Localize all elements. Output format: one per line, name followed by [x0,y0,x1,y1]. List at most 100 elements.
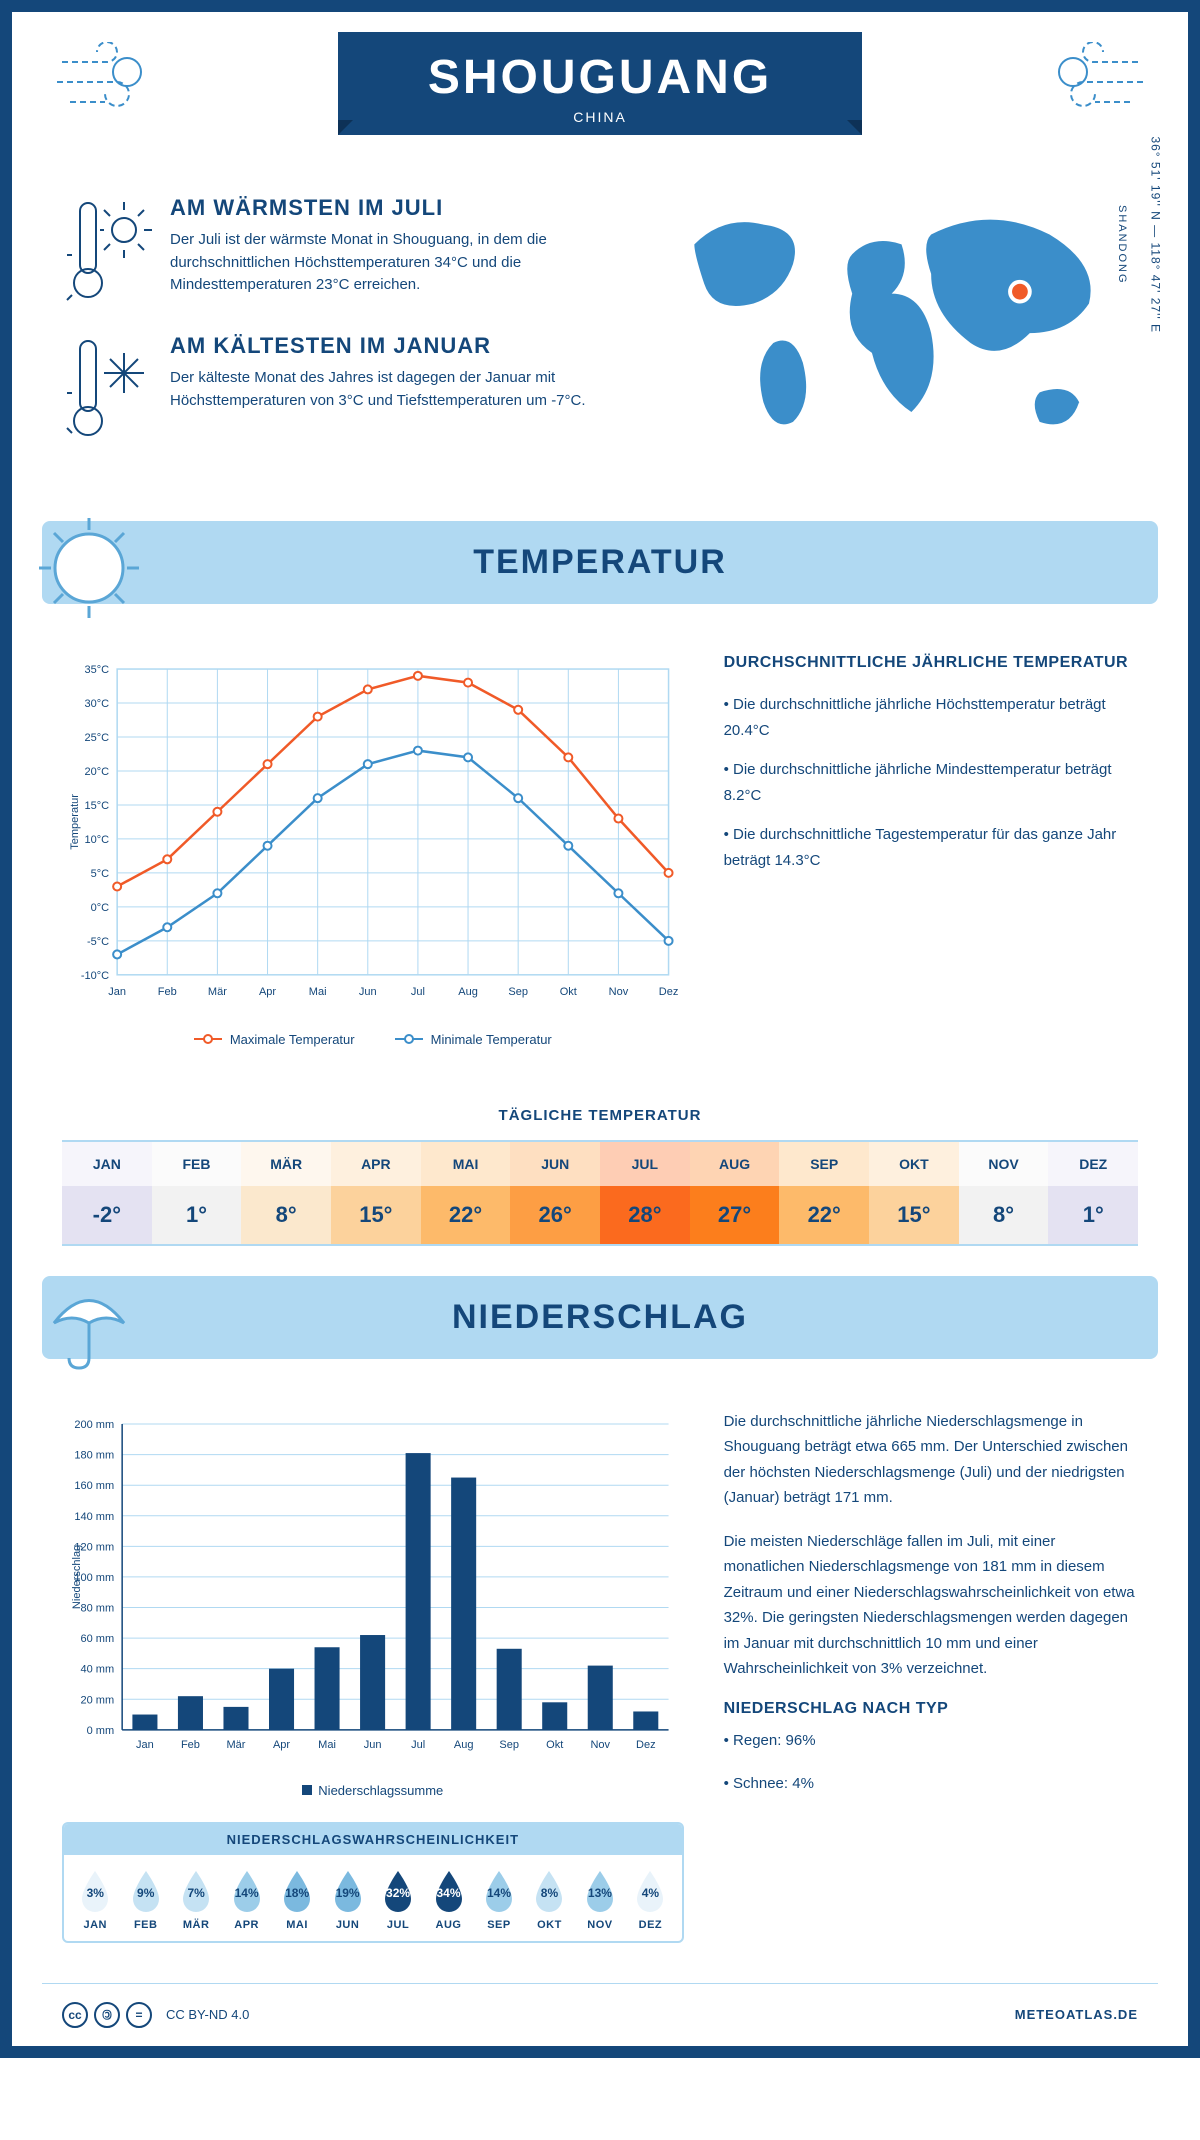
prob-cell: 14%SEP [474,1869,524,1931]
temp-cell: SEP22° [779,1142,869,1244]
license-text: CC BY-ND 4.0 [166,2007,249,2022]
svg-text:140 mm: 140 mm [74,1511,114,1523]
prob-cell: 8%OKT [524,1869,574,1931]
temp-cell: MAI22° [421,1142,511,1244]
precip-content: 0 mm20 mm40 mm60 mm80 mm100 mm120 mm140 … [12,1379,1188,1963]
coldest-title: AM KÄLTESTEN IM JANUAR [170,333,605,359]
prob-cell: 19%JUN [322,1869,372,1931]
svg-text:25°C: 25°C [84,732,109,744]
prob-cell: 7%MÄR [171,1869,221,1931]
svg-text:Jul: Jul [411,986,425,998]
temp-cell: JUN26° [510,1142,600,1244]
svg-text:20 mm: 20 mm [80,1694,114,1706]
daily-temp-table: JAN-2°FEB1°MÄR8°APR15°MAI22°JUN26°JUL28°… [62,1140,1138,1246]
title-ribbon: SHOUGUANG CHINA [338,32,862,135]
by-icon: 🄯 [94,2002,120,2028]
svg-text:Jan: Jan [136,1739,154,1751]
prob-cell: 3%JAN [70,1869,120,1931]
prob-title: NIEDERSCHLAGSWAHRSCHEINLICHKEIT [64,1824,682,1855]
svg-text:Feb: Feb [181,1739,200,1751]
svg-text:Jan: Jan [108,986,126,998]
temp-cell: APR15° [331,1142,421,1244]
svg-text:Apr: Apr [259,986,276,998]
coldest-text: Der kälteste Monat des Jahres ist dagege… [170,367,605,412]
precip-title: NIEDERSCHLAG [42,1298,1158,1337]
site-name: METEOATLAS.DE [1015,2007,1138,2022]
svg-text:60 mm: 60 mm [80,1633,114,1645]
svg-text:35°C: 35°C [84,664,109,676]
legend-max-label: Maximale Temperatur [230,1032,355,1047]
svg-text:0 mm: 0 mm [87,1725,115,1737]
temp-bullet-2: • Die durchschnittliche jährliche Mindes… [724,757,1138,808]
prob-cell: 4%DEZ [625,1869,675,1931]
svg-text:Aug: Aug [458,986,478,998]
temp-cell: JUL28° [600,1142,690,1244]
svg-text:Mär: Mär [208,986,227,998]
coldest-fact: AM KÄLTESTEN IM JANUAR Der kälteste Mona… [62,333,605,443]
region-label: SHANDONG [1116,205,1128,285]
temp-cell: FEB1° [152,1142,242,1244]
prob-cell: 13%NOV [575,1869,625,1931]
coordinates: 36° 51' 19'' N — 118° 47' 27'' E [1149,136,1163,333]
location-panel: SHANDONG 36° 51' 19'' N — 118° 47' 27'' … [645,195,1138,471]
svg-text:-10°C: -10°C [81,970,109,982]
svg-text:15°C: 15°C [84,800,109,812]
warmest-fact: AM WÄRMSTEN IM JULI Der Juli ist der wär… [62,195,605,305]
world-map-icon [645,195,1138,452]
svg-text:160 mm: 160 mm [74,1480,114,1492]
temp-cell: AUG27° [690,1142,780,1244]
cc-icon: cc [62,2002,88,2028]
temp-content: -10°C-5°C0°C5°C10°C15°C20°C25°C30°C35°CJ… [12,624,1188,1077]
temp-title: TEMPERATUR [42,543,1158,582]
svg-text:Mai: Mai [309,986,327,998]
temp-bullet-1: • Die durchschnittliche jährliche Höchst… [724,692,1138,743]
svg-text:Jun: Jun [364,1739,382,1751]
warmest-title: AM WÄRMSTEN IM JULI [170,195,605,221]
svg-text:200 mm: 200 mm [74,1419,114,1431]
svg-text:-5°C: -5°C [87,936,109,948]
svg-text:Niederschlag: Niederschlag [71,1545,83,1609]
prob-cell: 9%FEB [120,1869,170,1931]
sun-icon [34,513,144,623]
precip-type-title: NIEDERSCHLAG NACH TYP [724,1700,1138,1718]
wind-icon [1038,42,1148,122]
svg-text:Mai: Mai [318,1739,336,1751]
warmest-text: Der Juli ist der wärmste Monat in Shougu… [170,229,605,297]
daily-temp-title: TÄGLICHE TEMPERATUR [12,1107,1188,1124]
svg-text:5°C: 5°C [91,868,110,880]
prob-cell: 18%MAI [272,1869,322,1931]
precip-bar-legend: Niederschlagssumme [62,1783,684,1798]
prob-cell: 32%JUL [373,1869,423,1931]
svg-text:Feb: Feb [158,986,177,998]
temperature-line-chart: -10°C-5°C0°C5°C10°C15°C20°C25°C30°C35°CJ… [62,654,684,1015]
svg-text:Jul: Jul [411,1739,425,1751]
svg-text:Mär: Mär [226,1739,245,1751]
probability-box: NIEDERSCHLAGSWAHRSCHEINLICHKEIT 3%JAN9%F… [62,1822,684,1943]
header: SHOUGUANG CHINA [12,12,1188,175]
infographic-page: SHOUGUANG CHINA AM WÄRMSTEN IM JULI Der … [0,0,1200,2058]
nd-icon: = [126,2002,152,2028]
svg-text:Dez: Dez [636,1739,656,1751]
license-badges: cc 🄯 = CC BY-ND 4.0 [62,2002,249,2028]
svg-text:Jun: Jun [359,986,377,998]
svg-text:Sep: Sep [508,986,528,998]
precip-para-1: Die durchschnittliche jährliche Niedersc… [724,1409,1138,1511]
footer: cc 🄯 = CC BY-ND 4.0 METEOATLAS.DE [42,1983,1158,2046]
svg-text:20°C: 20°C [84,766,109,778]
temp-section-header: TEMPERATUR [42,521,1158,604]
country-name: CHINA [428,109,772,125]
precipitation-bar-chart: 0 mm20 mm40 mm60 mm80 mm100 mm120 mm140 … [62,1409,684,1770]
precip-type-2: • Schnee: 4% [724,1771,1138,1797]
temp-summary-title: DURCHSCHNITTLICHE JÄHRLICHE TEMPERATUR [724,654,1138,672]
svg-text:Nov: Nov [609,986,629,998]
svg-text:Apr: Apr [273,1739,290,1751]
temp-cell: DEZ1° [1048,1142,1138,1244]
precip-section-header: NIEDERSCHLAG [42,1276,1158,1359]
svg-text:Okt: Okt [560,986,577,998]
svg-text:30°C: 30°C [84,698,109,710]
temp-legend: Maximale Temperatur Minimale Temperatur [62,1032,684,1047]
svg-text:10°C: 10°C [84,834,109,846]
temp-cell: OKT15° [869,1142,959,1244]
temp-cell: JAN-2° [62,1142,152,1244]
svg-text:Temperatur: Temperatur [69,794,81,850]
